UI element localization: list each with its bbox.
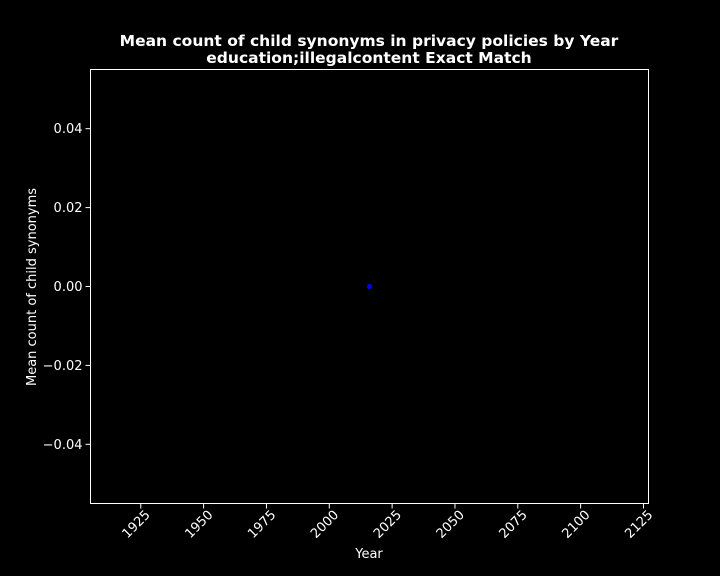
- y-axis-label: Mean count of child synonyms: [25, 188, 40, 386]
- chart-subtitle: education;illegalcontent Exact Match: [206, 49, 531, 67]
- x-axis-label: Year: [354, 547, 383, 562]
- data-point: [367, 284, 372, 289]
- data-points: [367, 284, 372, 289]
- y-tick-label: 0.04: [54, 122, 83, 137]
- y-tick-label: −0.04: [43, 438, 83, 453]
- chart-title: Mean count of child synonyms in privacy …: [120, 32, 619, 50]
- y-axis: −0.04 −0.02 0.00 0.02 0.04: [43, 122, 91, 453]
- y-tick-label: 0.00: [54, 280, 83, 295]
- y-tick-label: −0.02: [43, 359, 83, 374]
- y-tick-label: 0.02: [54, 201, 83, 216]
